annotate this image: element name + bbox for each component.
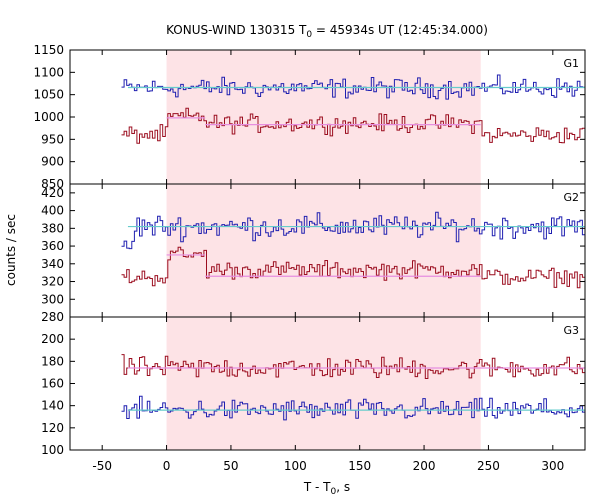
x-tick-label: 50 (223, 459, 238, 473)
y-tick-label: 380 (41, 221, 64, 235)
y-tick-label: 340 (41, 257, 64, 271)
y-tick-label: 120 (41, 421, 64, 435)
x-tick-label: -50 (92, 459, 112, 473)
panel-g3-series-2 (121, 354, 585, 379)
y-tick-label: 420 (41, 186, 64, 200)
panel-label-g3: G3 (563, 324, 579, 337)
y-tick-label: 950 (41, 132, 64, 146)
y-tick-label: 300 (41, 292, 64, 306)
y-tick-label: 180 (41, 354, 64, 368)
y-tick-label: 160 (41, 377, 64, 391)
x-tick-label: 150 (348, 459, 371, 473)
panel-g1-series-1 (121, 74, 585, 100)
panel-g1-series-2 (121, 107, 585, 144)
x-axis-title: T - T0, s (303, 480, 350, 497)
x-tick-label: 250 (477, 459, 500, 473)
y-tick-label: 360 (41, 239, 64, 253)
y-tick-label: 1100 (33, 65, 64, 79)
chart-title: KONUS-WIND 130315 T0 = 45934s UT (12:45:… (166, 23, 488, 40)
plot-layer: 8509009501000105011001150G12803003203403… (33, 43, 586, 473)
x-tick-label: 100 (284, 459, 307, 473)
y-tick-label: 900 (41, 155, 64, 169)
x-tick-label: 200 (413, 459, 436, 473)
y-axis-title: counts / sec (4, 214, 18, 286)
panel-label-g1: G1 (563, 57, 579, 70)
y-tick-label: 140 (41, 399, 64, 413)
highlight-interval (166, 50, 481, 450)
y-tick-label: 100 (41, 443, 64, 457)
y-tick-label: 200 (41, 332, 64, 346)
y-tick-label: 850 (41, 177, 64, 191)
y-tick-label: 320 (41, 275, 64, 289)
y-tick-label: 1050 (33, 88, 64, 102)
x-tick-label: 300 (541, 459, 564, 473)
x-tick-label: 0 (163, 459, 171, 473)
panel-label-g2: G2 (563, 191, 579, 204)
y-tick-label: 1150 (33, 43, 64, 57)
y-tick-label: 1000 (33, 110, 64, 124)
y-tick-label: 400 (41, 204, 64, 218)
panel-g2-series-1 (121, 211, 585, 250)
panel-g2-series-2 (121, 246, 585, 289)
y-tick-label: 280 (41, 310, 64, 324)
